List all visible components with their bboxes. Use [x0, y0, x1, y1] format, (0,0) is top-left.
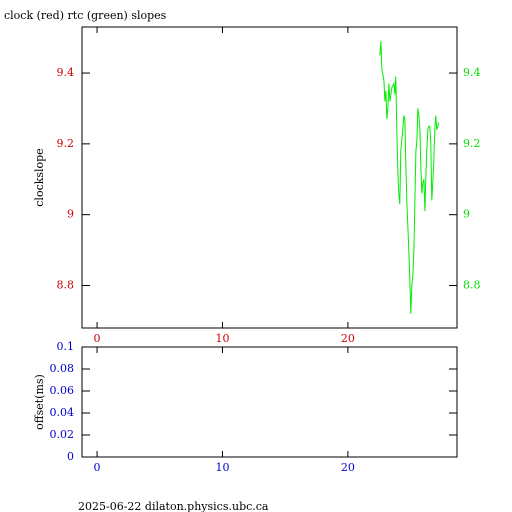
y-tick-label: 0.04	[50, 406, 75, 419]
y-tick-label: 9.4	[57, 66, 75, 79]
x-tick-label: 10	[215, 461, 229, 474]
y-tick-label: 0	[67, 450, 74, 463]
y-axis-label: offset(ms)	[33, 374, 46, 430]
y-tick-label: 9.2	[57, 137, 75, 150]
x-tick-label: 0	[94, 461, 101, 474]
y2-tick-label: 8.8	[463, 279, 481, 292]
x-tick-label: 0	[94, 332, 101, 345]
y-tick-label: 0.06	[50, 384, 75, 397]
y-tick-label: 0.08	[50, 362, 75, 375]
plot-frame	[81, 26, 458, 329]
footer: 2025-06-22 dilaton.physics.ubc.ca	[78, 500, 269, 512]
y-tick-label: 0.1	[57, 340, 75, 353]
plot-frame	[81, 346, 458, 458]
x-tick-label: 10	[215, 332, 229, 345]
x-tick-label: 20	[341, 461, 355, 474]
y-tick-label: 0.02	[50, 428, 75, 441]
y2-tick-label: 9	[463, 208, 470, 221]
y-tick-label: 8.8	[57, 279, 75, 292]
y-tick-label: 9	[67, 208, 74, 221]
x-tick-label: 20	[341, 332, 355, 345]
data-line	[379, 41, 440, 314]
y2-tick-label: 9.2	[463, 137, 481, 150]
y2-tick-label: 9.4	[463, 66, 481, 79]
chart-title: clock (red) rtc (green) slopes	[4, 9, 167, 22]
y-axis-label: clockslope	[33, 148, 46, 206]
